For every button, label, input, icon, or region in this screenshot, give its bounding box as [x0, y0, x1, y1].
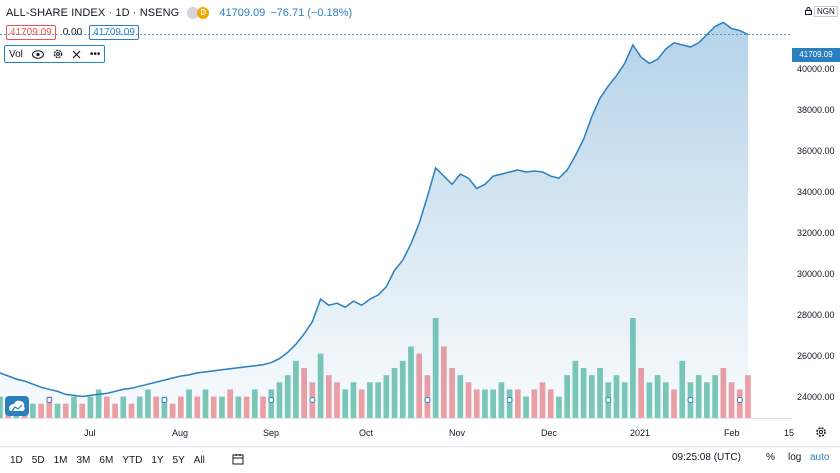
price-axis-label: 38000.00	[797, 104, 835, 115]
price-axis-label: 32000.00	[797, 227, 835, 238]
event-marker[interactable]	[424, 397, 431, 403]
data-status-badge[interactable]: D	[197, 7, 210, 19]
price-chart[interactable]	[0, 0, 792, 420]
currency-selector[interactable]: NGN	[805, 6, 838, 17]
last-value: 41709.09	[219, 7, 266, 19]
spread-value: 0.00	[62, 26, 83, 38]
symbol-title[interactable]: ALL-SHARE INDEX · 1D · NSENG	[6, 7, 180, 19]
change-value: −76.71 (−0.18%)	[270, 7, 353, 19]
event-marker[interactable]	[46, 397, 53, 403]
range-selector: 1D 5D 1M 3M 6M YTD 1Y 5Y All	[10, 455, 214, 466]
event-marker[interactable]	[268, 397, 275, 403]
clock-time[interactable]: 09:25:08 (UTC)	[672, 452, 741, 463]
time-axis-label: Jul	[84, 428, 96, 438]
price-axis-label: 28000.00	[797, 309, 835, 320]
volume-label: Vol	[9, 48, 23, 60]
time-axis-label: Feb	[724, 428, 740, 438]
price-line	[0, 21, 749, 398]
auto-toggle[interactable]: auto	[810, 452, 830, 463]
price-axis-label: 26000.00	[797, 350, 835, 361]
calendar-icon[interactable]	[232, 453, 244, 468]
range-button-1d[interactable]: 1D	[10, 454, 23, 466]
price-axis-label: 40000.00	[797, 63, 835, 74]
close-icon[interactable]	[72, 50, 81, 59]
range-button-6m[interactable]: 6M	[99, 454, 114, 466]
time-axis-label: 15	[784, 428, 795, 438]
tradingview-logo-icon[interactable]	[5, 396, 29, 416]
chart-settings-icon[interactable]	[815, 426, 827, 441]
volume-indicator-legend[interactable]: Vol •••	[4, 45, 106, 63]
price-row: 41709.09 0.00 41709.09	[6, 24, 139, 40]
range-button-1m[interactable]: 1M	[53, 454, 68, 466]
range-button-all[interactable]: All	[193, 454, 205, 466]
time-axis-label: 2021	[630, 428, 651, 438]
price-axis-label: 36000.00	[797, 145, 835, 156]
time-axis-label: Dec	[541, 428, 558, 438]
sell-price-box[interactable]: 41709.09	[6, 24, 56, 40]
log-toggle[interactable]: log	[788, 452, 802, 463]
event-marker[interactable]	[687, 397, 694, 403]
price-axis-label: 24000.00	[797, 391, 835, 402]
range-button-5y[interactable]: 5Y	[172, 454, 185, 466]
lock-icon	[805, 6, 812, 17]
event-marker[interactable]	[506, 397, 513, 403]
visibility-icon[interactable]	[187, 7, 200, 19]
time-axis-label: Sep	[263, 428, 280, 438]
range-button-5d[interactable]: 5D	[31, 454, 45, 466]
range-button-ytd[interactable]: YTD	[122, 454, 143, 466]
price-area-fill	[0, 22, 748, 419]
settings-gear-icon[interactable]	[53, 49, 63, 59]
event-marker[interactable]	[605, 397, 612, 403]
price-axis-label: 34000.00	[797, 186, 835, 197]
currency-label: NGN	[814, 6, 838, 17]
event-marker[interactable]	[736, 397, 743, 403]
axis-divider	[0, 418, 792, 419]
chart-header: ALL-SHARE INDEX · 1D · NSENG D 41709.09 …	[6, 5, 352, 21]
range-button-3m[interactable]: 3M	[76, 454, 91, 466]
buy-price-box[interactable]: 41709.09	[89, 24, 139, 40]
event-marker[interactable]	[309, 397, 316, 403]
eye-icon[interactable]	[31, 49, 44, 59]
current-price-tag: 41709.09	[792, 48, 840, 62]
range-button-1y[interactable]: 1Y	[151, 454, 164, 466]
more-options-icon[interactable]: •••	[89, 48, 101, 60]
price-axis-label: 30000.00	[797, 268, 835, 279]
time-axis-label: Aug	[172, 428, 189, 438]
bottom-toolbar: 1D 5D 1M 3M 6M YTD 1Y 5Y All	[0, 446, 840, 473]
time-axis-label: Nov	[449, 428, 466, 438]
time-axis-label: Oct	[359, 428, 374, 438]
event-marker[interactable]	[161, 397, 168, 403]
percent-toggle[interactable]: %	[766, 452, 775, 463]
